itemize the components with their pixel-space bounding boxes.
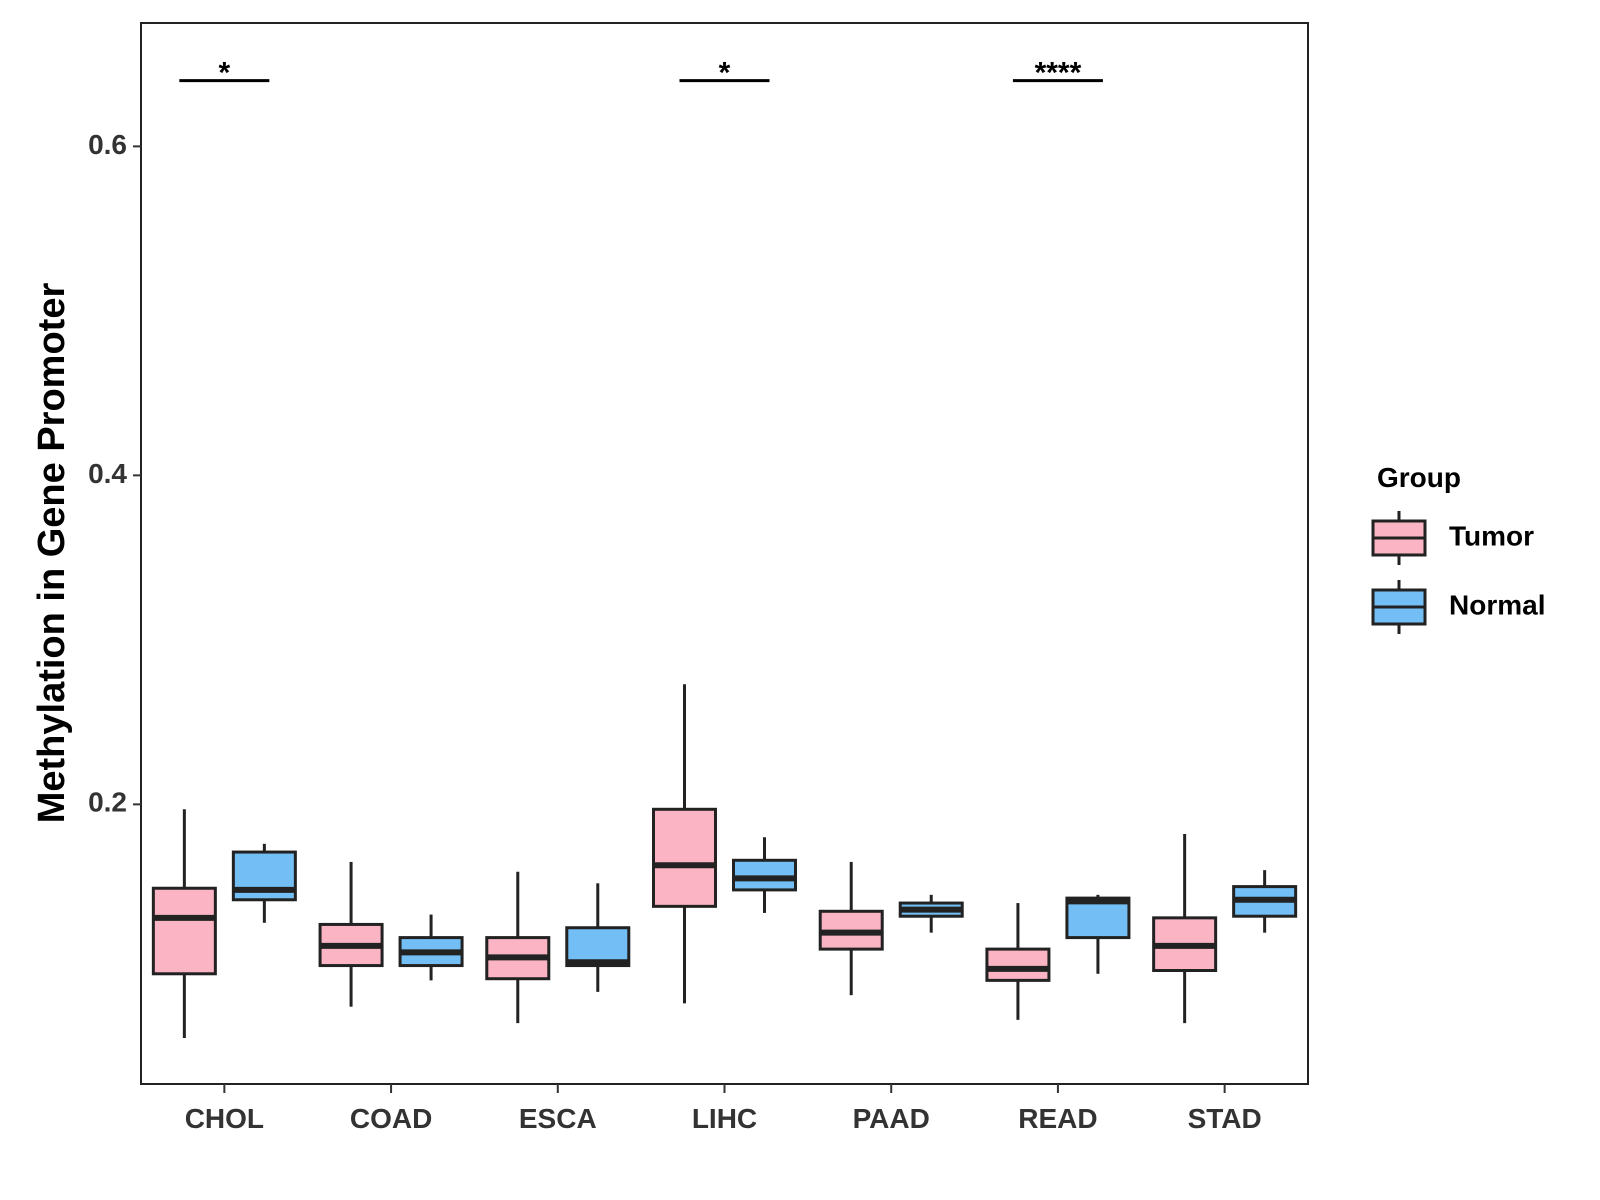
x-tick-label: LIHC	[692, 1103, 757, 1134]
plot-area: * * ****	[151, 57, 1298, 1038]
box-body	[1065, 896, 1131, 940]
box-normal-read	[1065, 894, 1131, 974]
box-tumor-chol	[151, 809, 217, 1038]
legend-label: Tumor	[1449, 520, 1534, 551]
box-tumor-coad	[318, 861, 384, 1007]
legend-title: Group	[1377, 462, 1461, 493]
box-tumor-lihc	[652, 684, 717, 1004]
y-axis-title: Methylation in Gene Promoter	[31, 283, 73, 824]
significance-label: *	[219, 57, 231, 90]
box-body	[151, 886, 217, 976]
x-tick-label: COAD	[350, 1103, 432, 1134]
significance-label: ****	[1035, 57, 1082, 90]
box-tumor-stad	[1152, 833, 1218, 1024]
x-axis: CHOL COAD ESCA LIHC PAAD READ STAD	[185, 1084, 1262, 1134]
legend-item-normal: Normal	[1371, 580, 1545, 634]
box-body	[985, 947, 1051, 982]
box-tumor-paad	[818, 861, 884, 996]
x-tick-label: STAD	[1188, 1103, 1262, 1134]
box-normal-paad	[898, 894, 964, 933]
box-tumor-esca	[485, 871, 551, 1024]
box-body	[565, 926, 631, 968]
x-tick-label: READ	[1018, 1103, 1097, 1134]
box-body	[652, 807, 717, 908]
y-axis: 0.2 0.4 0.6	[88, 129, 141, 818]
y-tick-label: 0.2	[88, 787, 127, 818]
y-tick-label: 0.6	[88, 129, 127, 160]
box-body	[732, 858, 797, 892]
box-normal-chol	[231, 843, 297, 923]
y-tick-label: 0.4	[88, 458, 127, 489]
box-normal-stad	[1232, 870, 1298, 933]
box-normal-lihc	[732, 837, 797, 913]
x-tick-label: CHOL	[185, 1103, 264, 1134]
box-tumor-read	[985, 903, 1051, 1020]
box-normal-esca	[565, 883, 631, 992]
legend-item-tumor: Tumor	[1371, 511, 1534, 565]
x-tick-label: PAAD	[853, 1103, 930, 1134]
significance-label: *	[719, 57, 731, 90]
box-normal-coad	[398, 914, 464, 981]
x-tick-label: ESCA	[519, 1103, 597, 1134]
legend: Group Tumor Normal	[1371, 462, 1545, 634]
legend-label: Normal	[1449, 589, 1545, 620]
